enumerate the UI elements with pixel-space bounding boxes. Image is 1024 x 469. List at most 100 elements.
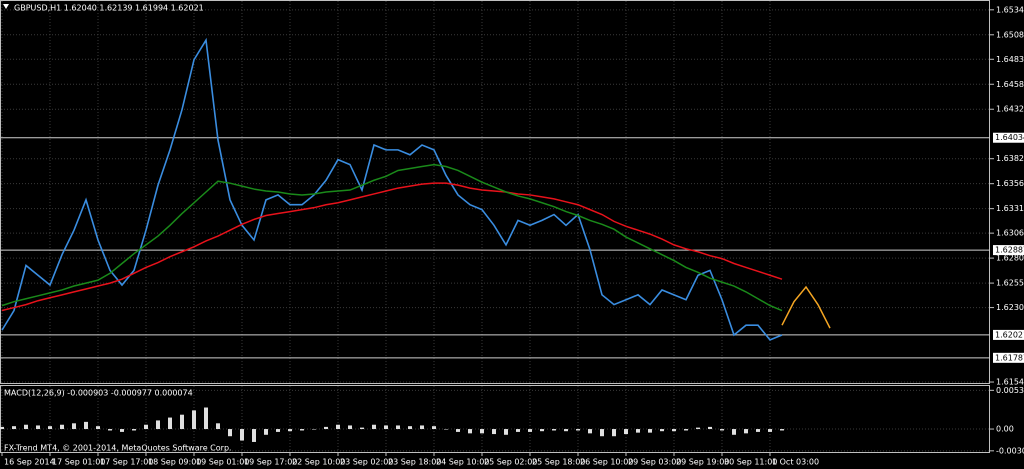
bar <box>408 426 412 430</box>
price-frame <box>0 0 990 384</box>
y-tick-label: 1.62300 <box>996 303 1024 312</box>
bar <box>36 425 40 430</box>
bar <box>120 429 124 432</box>
bar <box>396 425 400 430</box>
y-tick-label: 1.63060 <box>996 229 1024 238</box>
bar <box>312 429 316 430</box>
x-tick-label: 30 Sep 11:00 <box>724 458 777 467</box>
series-line <box>781 285 831 329</box>
x-tick-label: 25 Sep 18:00 <box>532 458 585 467</box>
bar <box>360 427 364 430</box>
level-label-box <box>993 132 1024 143</box>
bar <box>384 425 388 430</box>
level-label-box <box>993 245 1024 256</box>
y-tick-label: -0.003036 <box>996 446 1024 455</box>
bar <box>516 429 520 432</box>
bar <box>216 423 220 430</box>
bar <box>540 429 544 432</box>
bar <box>432 426 436 430</box>
y-tick-label: 1.63565 <box>996 179 1024 188</box>
x-tick-label: 22 Sep 10:00 <box>292 458 345 467</box>
bar <box>168 417 172 430</box>
y-tick-label: 1.63820 <box>996 154 1024 163</box>
bar <box>108 429 112 431</box>
bar <box>60 424 64 430</box>
x-tick-label: 29 Sep 19:00 <box>676 458 729 467</box>
bar <box>612 429 616 437</box>
bar <box>492 429 496 435</box>
bar <box>576 429 580 431</box>
y-tick-label: 1.64580 <box>996 80 1024 89</box>
series-line <box>1 182 783 312</box>
y-tick-label: 1.62550 <box>996 279 1024 288</box>
x-tick-label: 23 Sep 18:00 <box>388 458 441 467</box>
x-tick-label: 17 Sep 01:00 <box>52 458 105 467</box>
bar <box>468 429 472 434</box>
title-arrow <box>3 4 9 9</box>
bar <box>372 424 376 430</box>
x-tick-label: 19 Sep 01:00 <box>196 458 249 467</box>
bar <box>588 429 592 434</box>
y-tick-label: 1.65085 <box>996 30 1024 39</box>
bar <box>12 426 16 430</box>
bar <box>180 414 184 430</box>
bar <box>648 429 652 433</box>
bar <box>708 426 712 430</box>
bar <box>192 410 196 430</box>
x-tick-label: 16 Sep 2014 <box>4 458 55 467</box>
level-label-box <box>993 352 1024 363</box>
level-label: 1.62887 <box>995 246 1024 255</box>
bar <box>84 421 88 430</box>
bar <box>240 429 244 441</box>
bar <box>744 429 748 434</box>
bar <box>48 426 52 430</box>
bar <box>732 429 736 435</box>
bar <box>444 429 448 430</box>
bar <box>528 429 532 432</box>
level-label: 1.61787 <box>995 353 1024 362</box>
y-tick-label: 1.65340 <box>996 5 1024 14</box>
y-tick-label: 1.64325 <box>996 105 1024 114</box>
bar <box>156 420 160 430</box>
bar <box>696 427 700 430</box>
level-label: 1.64034 <box>995 133 1024 142</box>
bar <box>456 429 460 432</box>
bar <box>720 429 724 431</box>
y-tick-label: 0.00 <box>996 425 1014 434</box>
bar <box>288 429 292 432</box>
series-line <box>1 37 783 341</box>
x-tick-label: 25 Sep 02:00 <box>484 458 537 467</box>
bar <box>336 424 340 430</box>
footer: FX-Trend MT4, © 2001-2014, MetaQuotes So… <box>4 444 232 453</box>
bar <box>132 429 136 431</box>
bar <box>24 424 28 430</box>
bar <box>300 429 304 431</box>
bar <box>96 426 100 430</box>
y-tick-label: 1.61540 <box>996 378 1024 387</box>
bar <box>144 424 148 430</box>
x-tick-label: 1 Oct 03:00 <box>772 458 819 467</box>
x-tick-label: 18 Sep 09:00 <box>148 458 201 467</box>
y-tick-label: 1.62805 <box>996 254 1024 263</box>
level-label: 1.62021 <box>995 330 1024 339</box>
y-tick-label: 1.64835 <box>996 55 1024 64</box>
bar <box>600 429 604 437</box>
x-tick-label: 26 Sep 10:00 <box>580 458 633 467</box>
bar <box>564 429 568 432</box>
bar <box>636 429 640 433</box>
x-tick-label: 23 Sep 02:00 <box>340 458 393 467</box>
macd-title: MACD(12,26,9) -0.000903 -0.000977 0.0000… <box>4 389 193 398</box>
x-tick-label: 24 Sep 10:00 <box>436 458 489 467</box>
bar <box>252 429 256 442</box>
bar <box>324 426 328 430</box>
bar <box>780 429 784 431</box>
bar <box>0 426 4 430</box>
bar <box>480 429 484 434</box>
bar <box>348 425 352 430</box>
bar <box>72 423 76 430</box>
bar <box>552 429 556 431</box>
bar <box>624 429 628 435</box>
chart-title: GBPUSD,H1 1.62040 1.62139 1.61994 1.6202… <box>14 4 204 13</box>
bar <box>204 407 208 430</box>
bar <box>768 429 772 432</box>
